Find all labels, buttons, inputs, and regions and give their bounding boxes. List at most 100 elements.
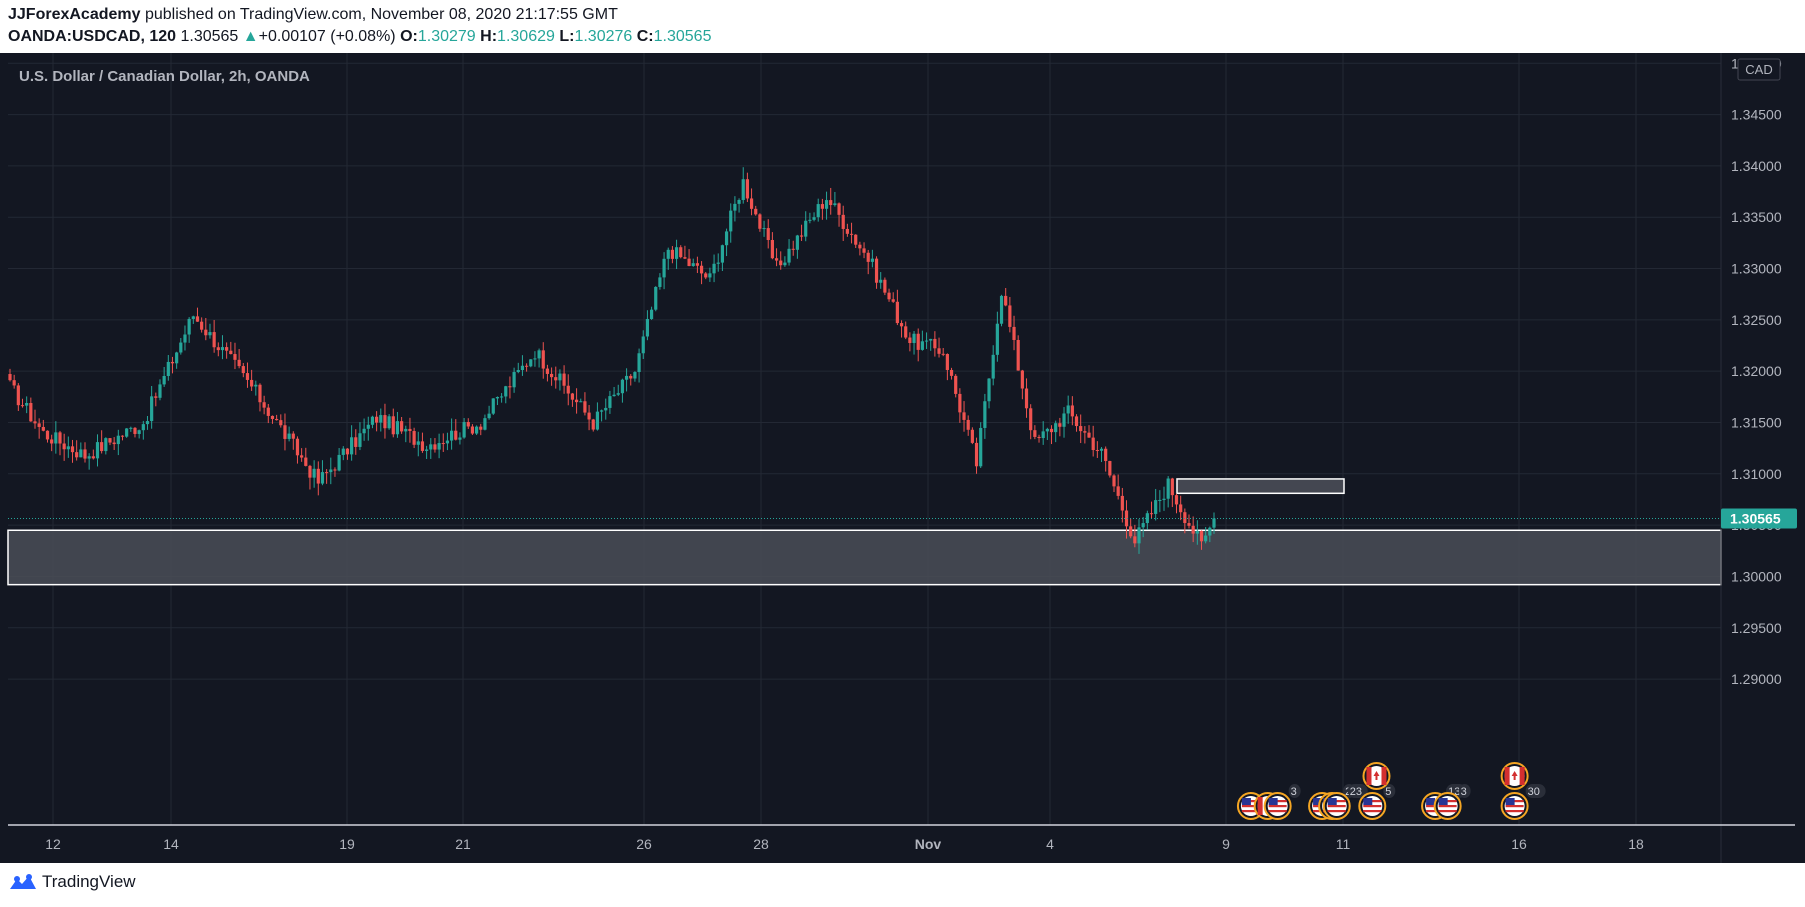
candle-body — [1049, 428, 1054, 433]
candle-body — [691, 263, 695, 267]
candle-body — [695, 263, 700, 266]
candle-body — [516, 370, 520, 373]
candle-body — [583, 401, 587, 413]
candle-body — [983, 401, 987, 428]
candle-body — [258, 384, 262, 403]
candle-body — [974, 442, 979, 467]
event-count-label: 23 — [1350, 786, 1362, 798]
candles-layer — [8, 167, 1216, 554]
candle-body — [1004, 295, 1008, 306]
candle-body — [1145, 513, 1149, 524]
candle-body — [137, 430, 141, 434]
candle-body — [1166, 478, 1170, 499]
candle-body — [937, 348, 941, 354]
candle-body — [1183, 512, 1187, 524]
candle-body — [883, 279, 887, 293]
us-flag-icon[interactable] — [1500, 792, 1529, 820]
candle-body — [370, 416, 375, 425]
candle-body — [362, 428, 366, 434]
candle-body — [995, 323, 999, 355]
candle-body — [112, 442, 116, 445]
candle-body — [645, 318, 650, 337]
candle-body — [70, 446, 75, 453]
candle-body — [1087, 432, 1091, 438]
chart-title: U.S. Dollar / Canadian Dollar, 2h, OANDA — [19, 68, 310, 85]
candle-body — [116, 435, 120, 445]
candle-body — [150, 396, 154, 422]
price-chart[interactable]: 1.290001.295001.300001.305001.310001.315… — [0, 53, 1805, 863]
publisher-name[interactable]: JJForexAcademy — [8, 6, 141, 23]
ca-flag-icon[interactable] — [1362, 762, 1391, 790]
currency-badge[interactable] — [1737, 58, 1781, 81]
flag-stripe — [1505, 810, 1524, 813]
candle-body — [879, 279, 883, 283]
candle-body — [1070, 405, 1074, 417]
close-label: C: — [636, 28, 654, 45]
candle-body — [841, 214, 845, 229]
candle-body — [1170, 478, 1174, 496]
ca-flag-icon[interactable] — [1500, 762, 1529, 790]
candle-body — [16, 385, 20, 406]
candle-body — [1112, 475, 1116, 487]
tradingview-brand[interactable]: TradingView — [8, 872, 136, 892]
us-flag-icon[interactable] — [1433, 792, 1462, 820]
candle-body — [220, 347, 225, 351]
candle-body — [83, 449, 87, 459]
candle-body — [570, 393, 575, 400]
candle-body — [275, 418, 279, 421]
flag-stripe — [1327, 805, 1346, 808]
candle-body — [66, 446, 70, 450]
currency-label: CAD — [1745, 62, 1772, 77]
candle-body — [658, 277, 662, 287]
candle-body — [1074, 416, 1079, 427]
time-tick-label: 14 — [163, 836, 179, 852]
candle-body — [295, 438, 300, 456]
low-value: 1.30276 — [574, 28, 633, 45]
us-flag-icon[interactable] — [1263, 792, 1292, 820]
time-tick-label: 12 — [45, 836, 61, 852]
flag-band — [1504, 767, 1510, 785]
time-tick-label: Nov — [915, 836, 942, 852]
flag-band — [1366, 767, 1372, 785]
candle-body — [870, 258, 874, 262]
candle-body — [1104, 448, 1108, 462]
candle-body — [245, 373, 250, 380]
flag-canton — [1426, 798, 1436, 805]
candle-body — [891, 299, 895, 302]
candle-body — [599, 410, 604, 412]
candle-body — [862, 248, 866, 253]
maple-leaf — [1511, 771, 1518, 780]
flag-canton — [1313, 798, 1323, 805]
time-axis[interactable]: 12 14 19 21 26 28 Nov 4 9 11 16 18 — [0, 824, 1805, 852]
candle-body — [699, 265, 704, 274]
candle-body — [779, 260, 783, 266]
price-tick-label: 1.33500 — [1731, 209, 1782, 225]
candle-body — [591, 419, 595, 430]
candle-body — [108, 438, 112, 443]
candle-body — [741, 179, 745, 200]
candle-body — [158, 384, 162, 398]
candle-body — [708, 273, 712, 278]
candle-body — [833, 203, 837, 206]
candle-body — [579, 401, 583, 403]
candle-body — [541, 350, 545, 369]
candle-body — [1012, 326, 1016, 340]
candle-body — [333, 469, 337, 471]
candle-body — [316, 468, 320, 484]
us-flag-icon[interactable] — [1358, 792, 1387, 820]
symbol-header: OANDA:USDCAD, 120 1.30565 ▲+0.00107 (+0.… — [8, 28, 711, 46]
flag-stripe — [1241, 810, 1260, 813]
candle-body — [758, 214, 762, 229]
candle-body — [979, 427, 983, 467]
candle-body — [75, 452, 79, 458]
candle-body — [154, 396, 158, 398]
price-tick-label: 1.29500 — [1731, 620, 1782, 636]
event-count-badge — [1347, 784, 1368, 798]
price-tick-label: 1.31500 — [1731, 414, 1782, 430]
candle-body — [1116, 486, 1120, 496]
candle-body — [483, 418, 487, 430]
candle-body — [358, 433, 362, 447]
candle-body — [679, 247, 683, 258]
candle-body — [812, 217, 816, 220]
us-flag-icon[interactable] — [1322, 792, 1351, 820]
